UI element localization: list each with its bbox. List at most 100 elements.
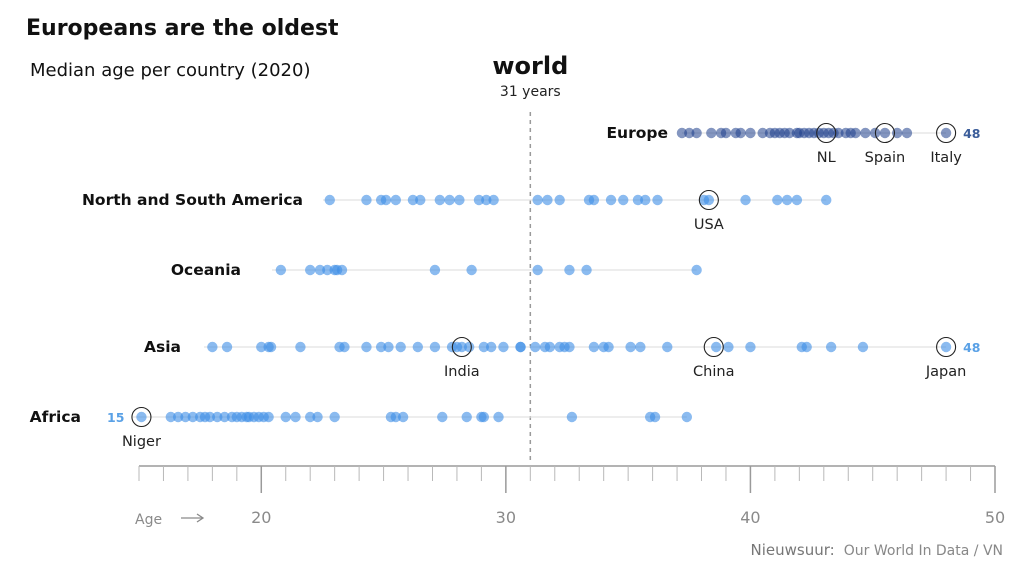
- data-point: [860, 127, 871, 139]
- x-tick-label: 30: [496, 508, 516, 527]
- country-label-china: China: [693, 364, 734, 380]
- data-point: [478, 411, 490, 423]
- data-point: [625, 341, 636, 353]
- x-tick-label: 50: [985, 508, 1005, 527]
- data-point: [554, 194, 565, 206]
- extreme-value-label: 48: [963, 340, 980, 355]
- data-point: [857, 341, 869, 353]
- data-point: [588, 194, 600, 206]
- data-point: [380, 194, 392, 206]
- data-point: [390, 194, 401, 206]
- data-point: [735, 127, 746, 139]
- data-point: [784, 127, 795, 139]
- data-point: [180, 411, 191, 423]
- country-label-italy: Italy: [930, 150, 962, 166]
- data-point: [649, 411, 661, 423]
- data-point: [256, 341, 267, 353]
- region-row-oceania: Oceania: [171, 261, 702, 279]
- data-point: [207, 341, 218, 353]
- x-tick-label: 20: [251, 508, 271, 527]
- data-point: [588, 341, 600, 353]
- data-point: [429, 341, 441, 353]
- data-point: [703, 194, 715, 206]
- data-point: [290, 411, 301, 423]
- data-point: [757, 127, 768, 139]
- data-point: [473, 194, 485, 206]
- data-point: [710, 341, 722, 353]
- data-point: [940, 127, 952, 139]
- region-label: Europe: [606, 124, 668, 142]
- data-point: [463, 341, 475, 353]
- region-label: Asia: [144, 338, 181, 356]
- data-point: [706, 127, 717, 139]
- data-point: [437, 411, 448, 423]
- data-point: [691, 264, 702, 276]
- data-point: [412, 341, 424, 353]
- data-point: [850, 127, 861, 139]
- data-point: [498, 341, 509, 353]
- data-point: [454, 194, 465, 206]
- data-point: [605, 194, 617, 206]
- data-point: [745, 341, 756, 353]
- region-row-north-and-south-america: North and South America USA: [82, 189, 832, 233]
- data-point: [691, 127, 702, 139]
- data-point: [312, 411, 323, 423]
- data-point: [566, 411, 578, 423]
- data-point: [395, 341, 406, 353]
- data-point: [329, 411, 340, 423]
- source-detail: Our World In Data / VN: [844, 543, 1003, 559]
- data-point: [493, 411, 504, 423]
- data-point: [681, 411, 693, 423]
- x-axis-title: Age: [135, 512, 162, 528]
- region-row-asia: Asia India China Japan 48: [144, 336, 980, 380]
- data-point: [720, 127, 732, 139]
- data-point: [564, 264, 575, 276]
- country-label-nl: NL: [817, 150, 836, 166]
- data-point: [640, 194, 651, 206]
- data-point: [339, 341, 350, 353]
- data-point: [745, 127, 756, 139]
- data-point: [532, 194, 543, 206]
- data-point: [772, 194, 783, 206]
- data-point: [632, 194, 644, 206]
- data-point: [481, 194, 492, 206]
- country-label-spain: Spain: [865, 150, 906, 166]
- data-point: [221, 341, 233, 353]
- data-point: [434, 194, 446, 206]
- data-point: [662, 341, 673, 353]
- data-point: [723, 341, 734, 353]
- data-point: [172, 411, 184, 423]
- data-point: [444, 194, 455, 206]
- x-tick-label: 40: [740, 508, 760, 527]
- source-credit: Nieuwsuur: Our World In Data / VN: [751, 540, 1004, 559]
- highlight-ring: [451, 336, 472, 358]
- country-label-niger: Niger: [122, 434, 161, 450]
- arrow-right-icon: [181, 513, 205, 523]
- data-point: [901, 127, 913, 139]
- data-point: [603, 341, 614, 353]
- data-point: [219, 411, 230, 423]
- highlight-ring: [816, 122, 837, 144]
- world-reference: world 31 years: [492, 52, 568, 462]
- data-point: [275, 264, 287, 276]
- data-point: [456, 341, 468, 353]
- region-row-africa: Africa Niger 15: [30, 406, 693, 450]
- data-point: [478, 341, 490, 353]
- source-name: Nieuwsuur:: [751, 541, 835, 559]
- data-point: [581, 264, 592, 276]
- data-point: [397, 411, 409, 423]
- data-point: [879, 127, 891, 139]
- country-label-india: India: [444, 364, 480, 380]
- data-point: [676, 127, 688, 139]
- data-point: [532, 264, 543, 276]
- data-point: [488, 194, 499, 206]
- data-point: [515, 341, 526, 353]
- highlight-ring: [698, 189, 719, 211]
- country-label-japan: Japan: [925, 364, 966, 380]
- data-point: [314, 264, 326, 276]
- highlight-ring: [874, 122, 895, 144]
- region-label: North and South America: [82, 191, 303, 209]
- data-point: [415, 194, 426, 206]
- data-point: [485, 341, 497, 353]
